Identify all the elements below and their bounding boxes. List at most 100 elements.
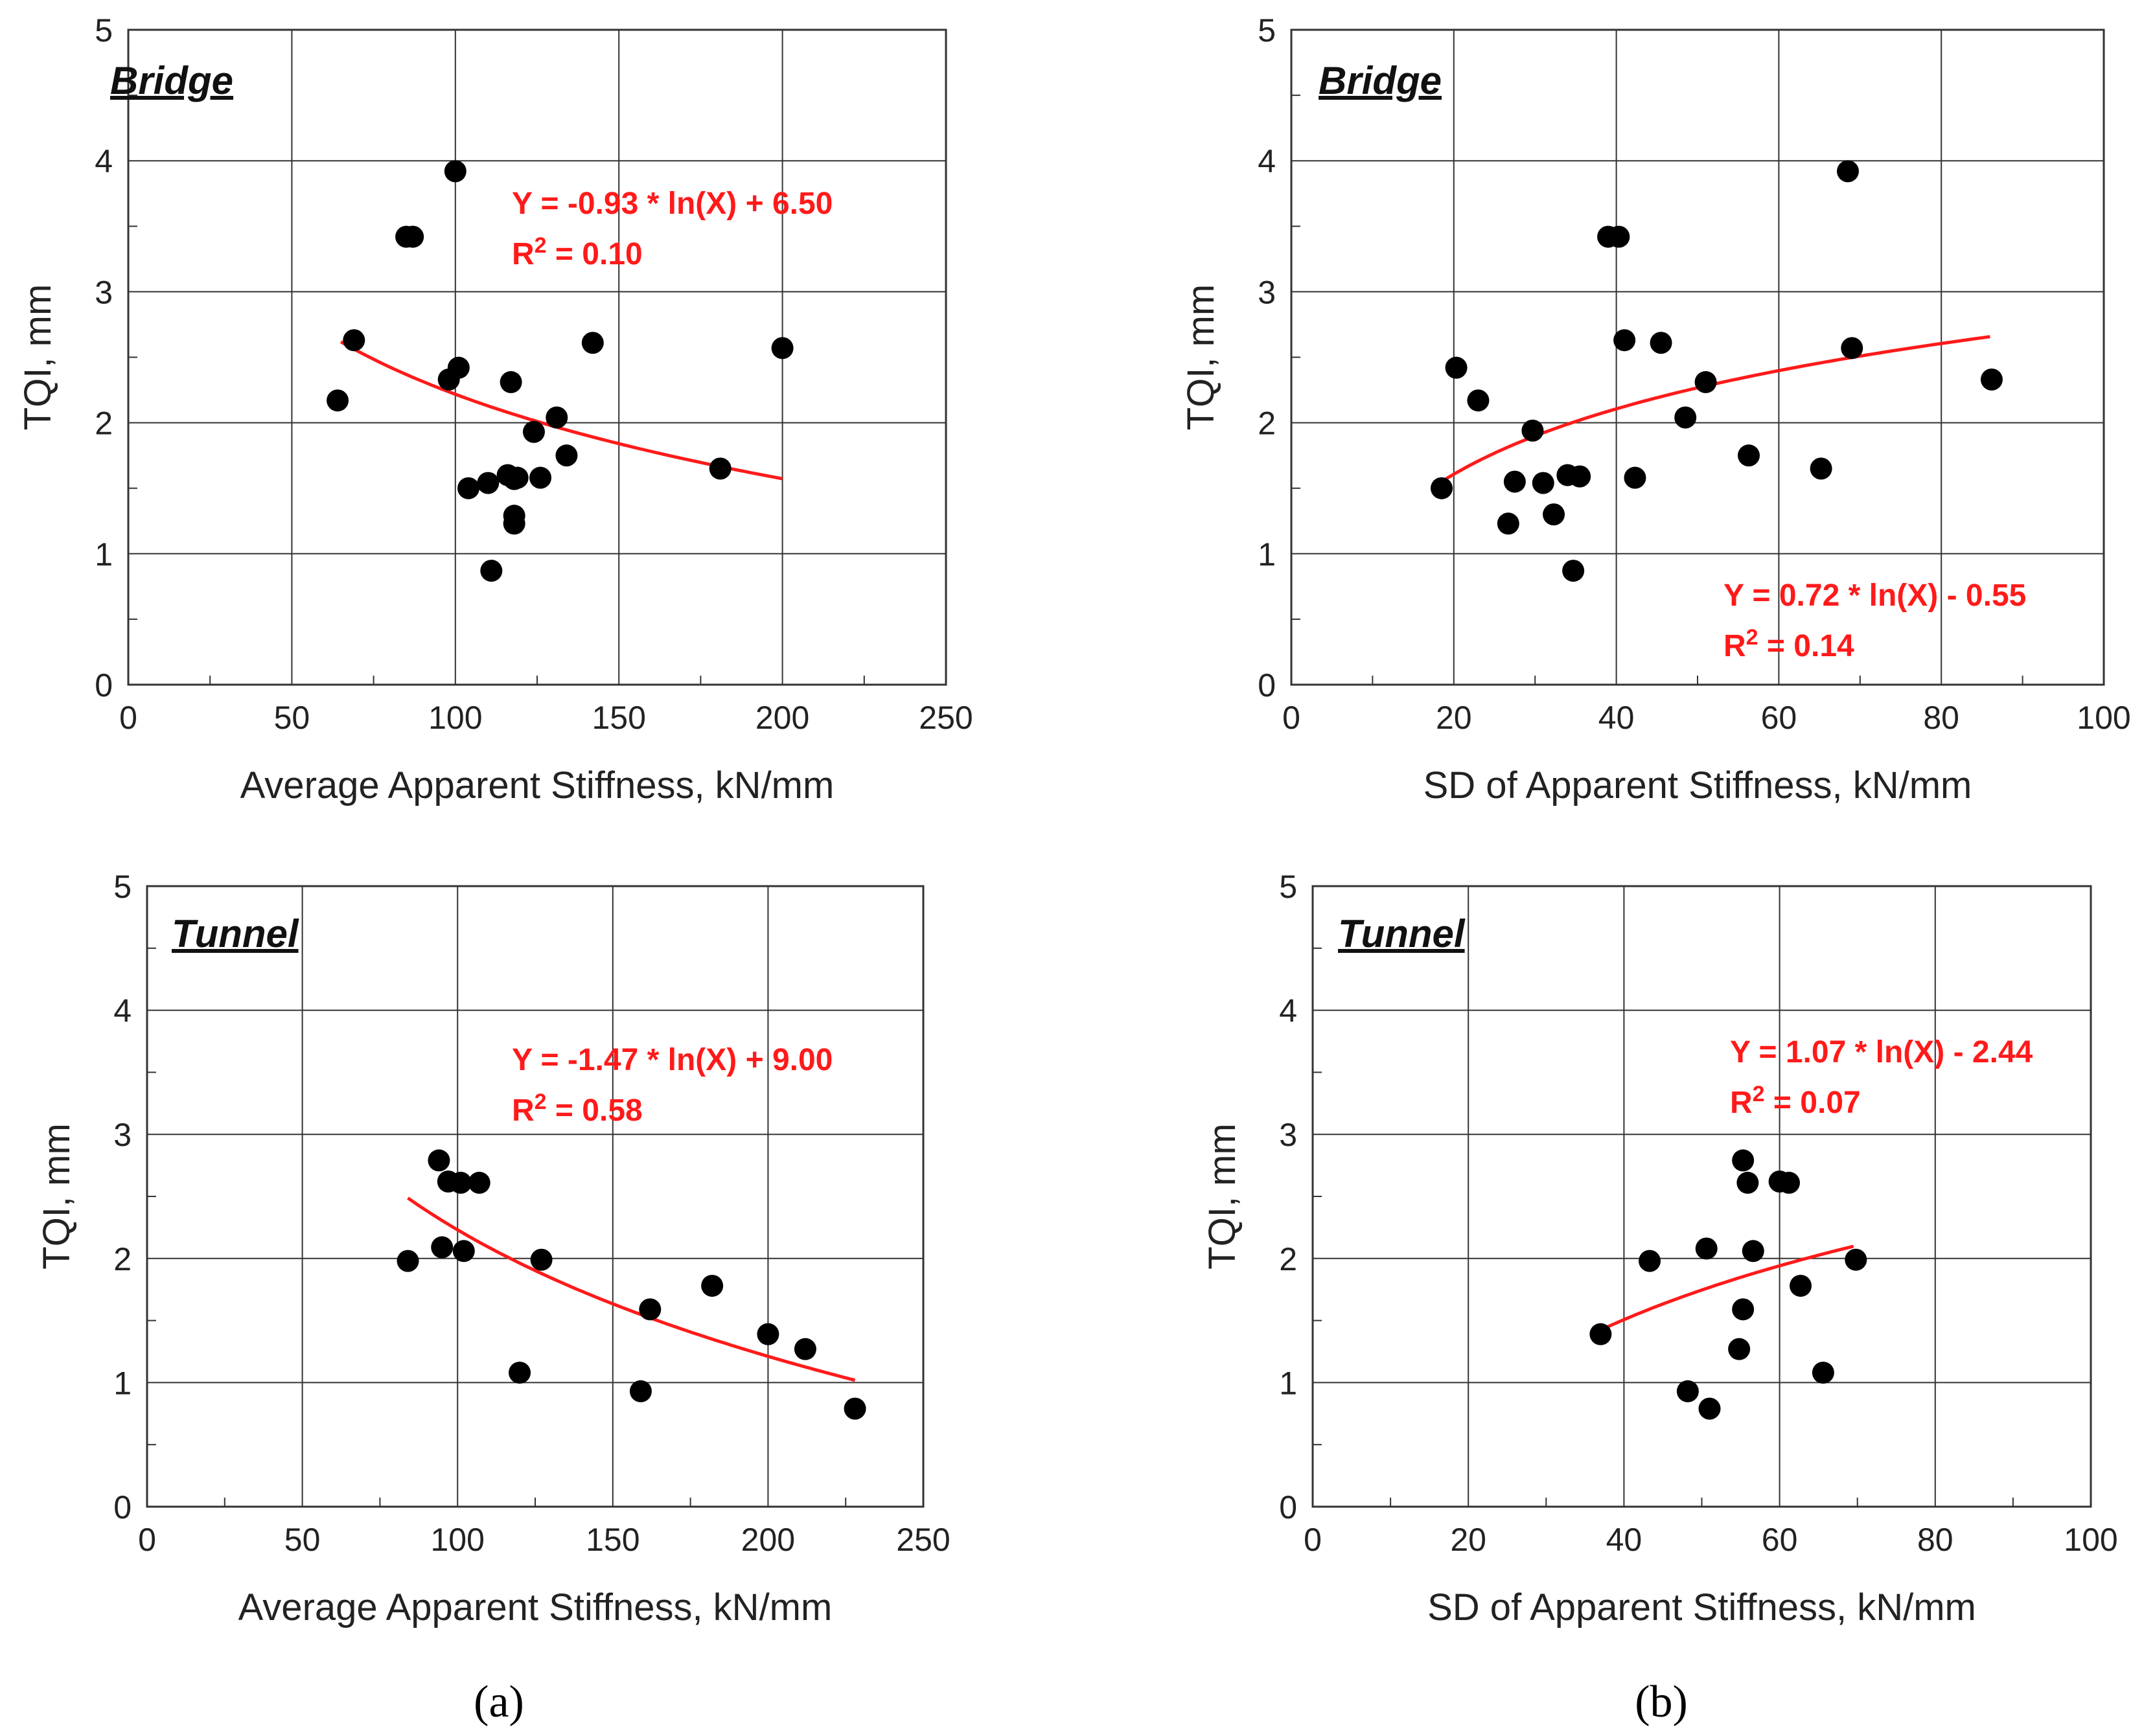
data-point bbox=[509, 1362, 531, 1384]
caption-b: (b) bbox=[1635, 1677, 1688, 1727]
plot-frame bbox=[1290, 29, 2105, 686]
data-point bbox=[844, 1397, 866, 1420]
y-tick-label: 1 bbox=[1258, 536, 1276, 573]
data-point bbox=[1694, 371, 1717, 393]
x-tick-label: 0 bbox=[1282, 700, 1300, 736]
data-point bbox=[1532, 472, 1554, 494]
x-axis-title: Average Apparent Stiffness, kN/mm bbox=[240, 764, 835, 806]
data-point bbox=[1742, 1240, 1764, 1262]
data-point bbox=[546, 406, 568, 429]
plot-frame bbox=[127, 29, 947, 686]
y-tick-label: 4 bbox=[95, 143, 113, 179]
x-tick-label: 60 bbox=[1761, 700, 1797, 736]
caption-a: (a) bbox=[474, 1677, 524, 1727]
x-tick-label: 60 bbox=[1762, 1522, 1798, 1558]
x-tick-label: 50 bbox=[284, 1522, 321, 1558]
data-point bbox=[1467, 389, 1490, 412]
x-tick-label: 100 bbox=[2077, 700, 2130, 736]
x-axis-title: SD of Apparent Stiffness, kN/mm bbox=[1423, 764, 1972, 806]
data-point bbox=[343, 329, 365, 352]
fit-curve bbox=[1600, 1244, 1854, 1332]
y-tick-label: 4 bbox=[1258, 143, 1276, 179]
data-point bbox=[1676, 1380, 1699, 1402]
data-point bbox=[457, 477, 479, 499]
r-squared-label: R2 = 0.07 bbox=[1730, 1082, 1861, 1120]
data-point bbox=[1562, 560, 1585, 582]
data-point bbox=[1738, 444, 1760, 467]
y-tick-label: 4 bbox=[1279, 993, 1297, 1029]
data-point bbox=[757, 1323, 779, 1345]
fit-equation: Y = 0.72 * ln(X) - 0.55 bbox=[1723, 578, 2026, 613]
y-tick-label: 1 bbox=[113, 1365, 132, 1401]
chart-tunnel-average: 0 50 100 150 200 250 0 1 2 3 4 5 Average Apparent St… bbox=[36, 869, 951, 1628]
data-point bbox=[1650, 332, 1672, 354]
panel-title: Tunnel bbox=[172, 912, 299, 955]
data-point bbox=[1836, 160, 1859, 183]
panel-title: Bridge bbox=[110, 59, 233, 102]
data-point bbox=[529, 466, 552, 489]
data-point bbox=[1521, 419, 1544, 442]
data-point bbox=[477, 472, 500, 494]
data-point bbox=[431, 1236, 454, 1259]
data-point bbox=[771, 337, 794, 360]
fit-equation: Y = -0.93 * ln(X) + 6.50 bbox=[512, 187, 833, 221]
panel-title: Bridge bbox=[1319, 59, 1442, 102]
data-point bbox=[1608, 225, 1630, 248]
data-point bbox=[402, 225, 424, 248]
y-axis-title: TQI, mm bbox=[17, 284, 59, 431]
x-tick-label: 150 bbox=[586, 1522, 640, 1558]
data-point bbox=[555, 444, 578, 467]
chart-bridge-sd: 0 20 40 60 80 100 0 1 2 3 4 5 SD of Apparent Stiffne… bbox=[1180, 12, 2131, 806]
y-tick-label: 1 bbox=[95, 536, 113, 573]
x-tick-label: 40 bbox=[1598, 700, 1635, 736]
data-point bbox=[1810, 457, 1832, 480]
fit-curve bbox=[407, 1196, 856, 1382]
y-tick-label: 0 bbox=[1258, 667, 1276, 703]
data-point bbox=[629, 1380, 652, 1402]
data-point bbox=[1695, 1237, 1718, 1260]
y-tick-label: 3 bbox=[95, 274, 113, 310]
data-point bbox=[1845, 1248, 1867, 1271]
data-point bbox=[447, 356, 470, 379]
y-tick-label: 4 bbox=[113, 993, 132, 1029]
x-tick-label: 200 bbox=[741, 1522, 795, 1558]
data-point bbox=[522, 420, 545, 443]
plot-frame bbox=[1311, 885, 2092, 1508]
x-tick-label: 200 bbox=[755, 700, 809, 736]
y-tick-label: 3 bbox=[113, 1117, 132, 1153]
y-axis-title: TQI, mm bbox=[36, 1123, 78, 1270]
y-tick-label: 5 bbox=[1258, 12, 1276, 49]
data-point bbox=[468, 1171, 490, 1194]
x-tick-label: 80 bbox=[1917, 1522, 1953, 1558]
x-axis-title: SD of Apparent Stiffness, kN/mm bbox=[1427, 1586, 1976, 1628]
data-point bbox=[1736, 1171, 1759, 1194]
data-point bbox=[530, 1248, 553, 1271]
x-tick-label: 250 bbox=[919, 700, 973, 736]
x-tick-label: 0 bbox=[1304, 1522, 1322, 1558]
data-point bbox=[1497, 512, 1519, 535]
fit-equation: Y = 1.07 * ln(X) - 2.44 bbox=[1730, 1035, 2033, 1069]
x-tick-label: 100 bbox=[430, 1522, 484, 1558]
x-tick-label: 0 bbox=[138, 1522, 156, 1558]
data-point bbox=[428, 1149, 450, 1172]
data-point bbox=[1445, 356, 1468, 379]
x-tick-label: 100 bbox=[428, 700, 482, 736]
y-tick-label: 0 bbox=[113, 1489, 132, 1525]
fit-curve bbox=[1440, 335, 1990, 483]
data-point bbox=[1639, 1250, 1661, 1272]
x-tick-label: 80 bbox=[1923, 700, 1959, 736]
data-point bbox=[444, 160, 467, 183]
data-point bbox=[397, 1250, 419, 1272]
data-point bbox=[480, 560, 503, 582]
data-point bbox=[503, 512, 525, 535]
x-tick-label: 20 bbox=[1436, 700, 1472, 736]
chart-bridge-average: 0 50 100 150 200 250 0 1 2 3 4 5 Average Apparent St… bbox=[17, 12, 973, 806]
r-squared-label: R2 = 0.14 bbox=[1723, 625, 1854, 663]
y-axis-title: TQI, mm bbox=[1201, 1123, 1243, 1270]
data-point bbox=[1503, 470, 1526, 493]
r-squared-label: R2 = 0.58 bbox=[512, 1090, 643, 1128]
fit-equation: Y = -1.47 * ln(X) + 9.00 bbox=[512, 1043, 833, 1077]
data-point bbox=[639, 1298, 662, 1321]
y-tick-label: 2 bbox=[95, 405, 113, 442]
